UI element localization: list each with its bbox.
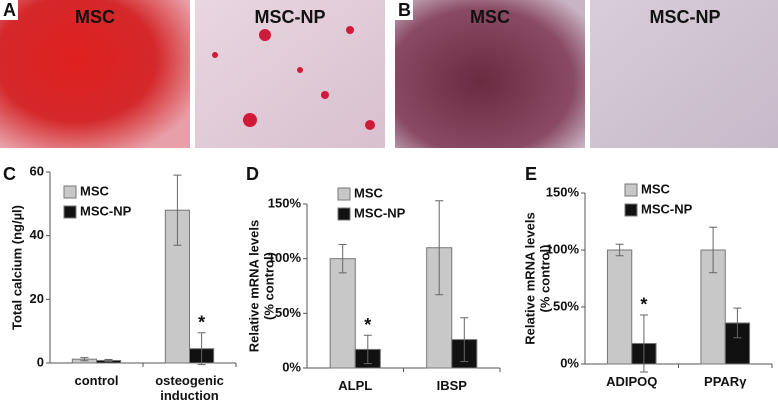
y-tick-label: 0 <box>37 354 44 369</box>
error-bar <box>435 200 444 296</box>
stain-spots <box>212 26 375 130</box>
error-bar <box>733 307 742 339</box>
y-axis-label: (% control) <box>261 252 276 320</box>
error-bar <box>709 226 718 274</box>
x-tick-label: ADIPOQ <box>606 374 658 389</box>
x-tick-label: PPARγ <box>704 374 747 389</box>
y-tick-label: 100% <box>546 241 580 256</box>
significance-marker: * <box>640 295 647 315</box>
y-axis-label: Relative mRNA levels <box>522 212 537 344</box>
panel-letter-bg <box>0 0 18 20</box>
legend-swatch <box>624 203 638 217</box>
y-axis-label: (% control) <box>537 245 552 313</box>
legend-label: MSC <box>641 181 671 196</box>
error-bar <box>338 243 347 274</box>
significance-marker: * <box>198 313 205 333</box>
image-label: MSC-NP <box>255 7 326 27</box>
legend-label: MSC <box>354 185 384 200</box>
panel-letter: A <box>3 0 16 20</box>
error-bar <box>615 243 624 257</box>
x-tick-label: control <box>74 373 119 388</box>
panel-letter: B <box>398 0 411 20</box>
legend-swatch <box>63 205 77 219</box>
significance-marker: * <box>364 315 371 335</box>
legend-label: MSC-NP <box>641 201 693 216</box>
x-tick-label: IBSP <box>436 378 467 393</box>
micrograph <box>0 0 190 148</box>
micrograph <box>590 0 778 148</box>
panel-letter: E <box>525 164 537 184</box>
image-label: MSC <box>75 7 115 27</box>
x-tick-label: osteogenic induction <box>155 373 224 403</box>
image-label: MSC-NP <box>650 7 721 27</box>
image-label: MSC <box>470 7 510 27</box>
legend-swatch <box>337 187 351 201</box>
error-bar <box>460 317 469 362</box>
legend-label: MSC <box>80 183 110 198</box>
legend-swatch <box>624 183 638 197</box>
legend-swatch <box>63 185 77 199</box>
y-tick-label: 0% <box>560 355 579 370</box>
bar <box>606 249 633 365</box>
legend-label: MSC-NP <box>80 203 132 218</box>
error-bar <box>80 357 89 362</box>
error-bar <box>173 174 182 246</box>
y-tick-label: 40 <box>30 227 44 242</box>
error-bar <box>104 358 113 362</box>
bar <box>329 258 356 369</box>
micrograph <box>395 0 585 148</box>
error-bar <box>363 334 372 365</box>
micrograph <box>195 0 385 148</box>
x-tick-label: ALPL <box>338 378 373 393</box>
y-tick-label: 60 <box>30 163 44 178</box>
y-tick-label: 150% <box>268 195 302 210</box>
legend-swatch <box>337 207 351 221</box>
panel-letter: C <box>3 164 16 184</box>
panel-letter: D <box>246 164 259 184</box>
y-tick-label: 150% <box>546 184 580 199</box>
y-tick-label: 20 <box>30 291 44 306</box>
legend-label: MSC-NP <box>354 205 406 220</box>
y-tick-label: 100% <box>268 250 302 265</box>
y-tick-label: 50% <box>275 305 301 320</box>
y-tick-label: 50% <box>553 298 579 313</box>
y-axis-label: Total calcium (ng/µl) <box>9 205 24 330</box>
error-bar <box>197 332 206 366</box>
y-tick-label: 0% <box>282 359 301 374</box>
y-axis-label: Relative mRNA levels <box>246 220 261 352</box>
error-bar <box>639 314 648 373</box>
panel-letter-bg <box>395 0 413 20</box>
